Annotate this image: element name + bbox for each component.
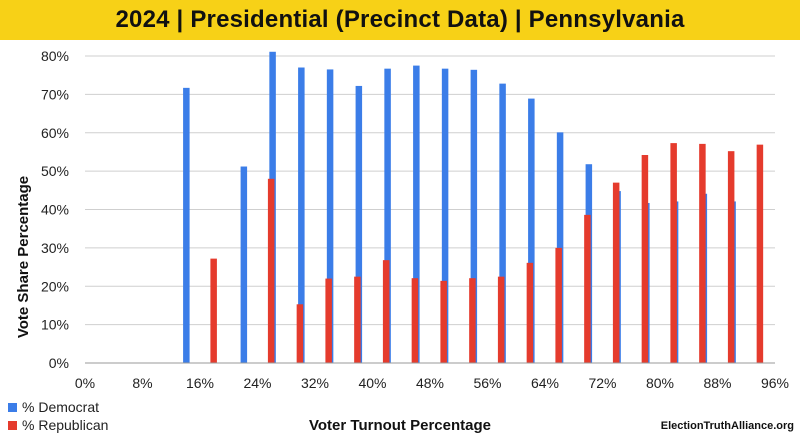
x-tick-label: 0% xyxy=(75,375,95,391)
legend-label-democrat: % Democrat xyxy=(22,399,100,415)
y-tick-label: 40% xyxy=(41,202,69,218)
x-tick-label: 8% xyxy=(132,375,152,391)
y-tick-label: 0% xyxy=(49,355,69,371)
legend: % Democrat % Republican xyxy=(8,398,108,434)
y-tick-label: 50% xyxy=(41,163,69,179)
legend-swatch-republican xyxy=(8,420,17,430)
gridlines xyxy=(85,55,775,326)
x-tick-label: 16% xyxy=(186,375,214,391)
bar-republican xyxy=(612,182,620,363)
bar-republican xyxy=(699,143,706,363)
bar-republican xyxy=(296,304,304,363)
bar-democrat xyxy=(183,87,190,363)
x-tick-label: 96% xyxy=(761,375,789,391)
bar-republican xyxy=(756,144,764,363)
x-tick-labels: 0% 8% 16% 24% 32% 40% 48% 56% 64% 72% 80% 88% 96% xyxy=(75,375,789,391)
x-tick-label: 56% xyxy=(473,375,501,391)
bar-democrat xyxy=(441,68,449,363)
title-banner: 2024 | Presidential (Precinct Data) | Pe… xyxy=(0,0,800,40)
x-tick-label: 40% xyxy=(358,375,386,391)
bar-republican xyxy=(526,262,534,363)
bar-republican xyxy=(555,247,562,363)
x-tick-label: 72% xyxy=(588,375,616,391)
y-axis-label: Vote Share Percentage xyxy=(15,176,32,338)
legend-label-republican: % Republican xyxy=(22,417,109,433)
bar-democrat xyxy=(355,85,363,363)
bar-democrat xyxy=(240,166,248,363)
chart-title: 2024 | Presidential (Precinct Data) | Pe… xyxy=(115,6,685,33)
bar-republican xyxy=(727,151,735,363)
x-tick-label: 48% xyxy=(416,375,444,391)
chart-area: 0% 10% 20% 30% 40% 50% 60% 70% 80% 0% 8% 16% 24% 32%… xyxy=(15,48,789,434)
bar-republican xyxy=(267,178,275,363)
bar-democrat xyxy=(499,83,506,363)
bar-democrat xyxy=(556,132,564,363)
bar-republican xyxy=(382,260,390,363)
y-tick-labels: 0% 10% 20% 30% 40% 50% 60% 70% 80% xyxy=(41,48,69,371)
bar-democrat xyxy=(528,98,535,363)
y-tick-label: 80% xyxy=(41,48,69,64)
y-tick-label: 70% xyxy=(41,86,69,102)
x-tick-label: 24% xyxy=(243,375,271,391)
bar-republican xyxy=(210,258,217,363)
bar-republican xyxy=(469,278,476,363)
bar-democrat xyxy=(413,65,420,363)
x-tick-label: 88% xyxy=(703,375,731,391)
bar-democrat xyxy=(298,67,305,363)
legend-item-democrat: % Democrat xyxy=(8,398,108,416)
legend-item-republican: % Republican xyxy=(8,416,108,434)
bar-republican xyxy=(411,278,419,363)
bar-republican xyxy=(584,214,591,363)
y-tick-label: 20% xyxy=(41,278,69,294)
bar-republican xyxy=(670,143,677,363)
bar-republican xyxy=(325,278,332,363)
x-tick-label: 32% xyxy=(301,375,329,391)
bar-republican xyxy=(641,155,649,363)
bars xyxy=(183,51,764,364)
bar-democrat xyxy=(384,68,391,363)
x-tick-label: 64% xyxy=(531,375,559,391)
y-tick-label: 10% xyxy=(41,317,69,333)
bar-republican xyxy=(497,276,505,363)
x-tick-label: 80% xyxy=(646,375,674,391)
bar-democrat xyxy=(326,69,334,364)
x-axis-label: Voter Turnout Percentage xyxy=(309,417,491,434)
bar-republican xyxy=(440,280,447,363)
y-tick-label: 60% xyxy=(41,125,69,141)
bar-democrat xyxy=(470,69,478,363)
y-tick-label: 30% xyxy=(41,240,69,256)
bar-republican xyxy=(354,276,361,363)
legend-swatch-democrat xyxy=(8,402,17,412)
source-credit: ElectionTruthAlliance.org xyxy=(660,420,794,432)
